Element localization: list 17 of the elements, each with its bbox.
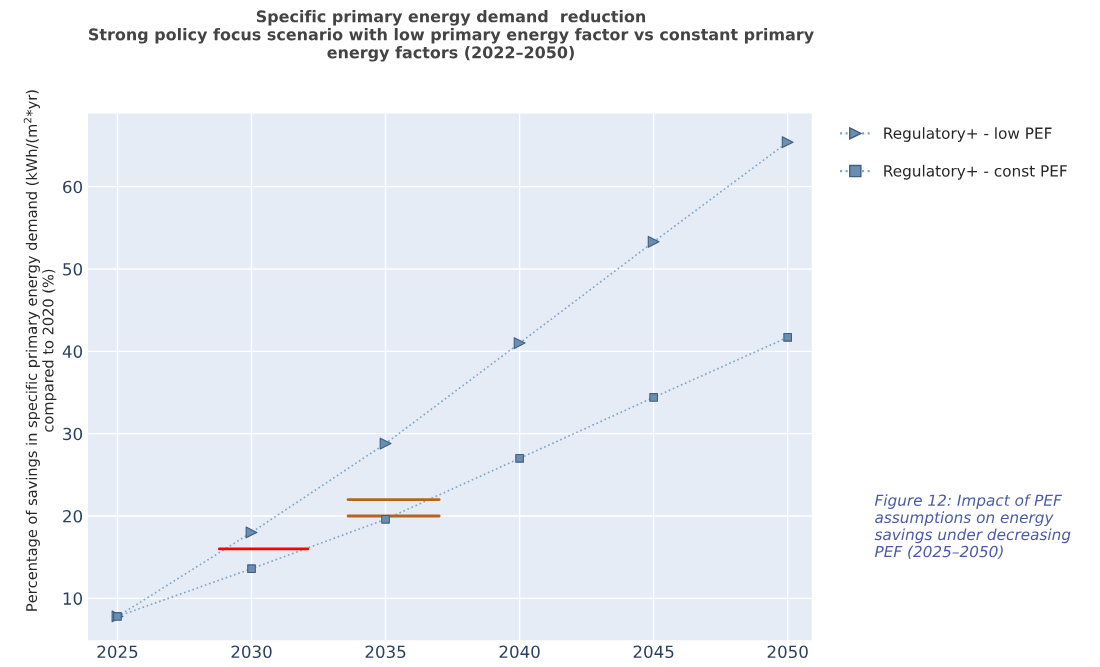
- x-tick-label: 2035: [365, 645, 406, 659]
- x-tick-label: 2045: [633, 645, 674, 659]
- x-tick-label: 2050: [767, 645, 808, 659]
- y-tick-label: 40: [62, 345, 83, 358]
- y-tick-label: 30: [63, 427, 83, 441]
- x-tick-label: 2040: [499, 645, 540, 659]
- chart-title: Specific primary energy demand reduction Strong policy focus scenario with low primary energy factor vs constant primary energy factors (2022–2050): [89, 10, 814, 62]
- y-tick-label: 60: [63, 180, 83, 194]
- y-tick-label: 20: [63, 509, 83, 523]
- legend-label: Regulatory+ - low PEF: [884, 127, 1052, 142]
- x-tick-label: 2025: [97, 645, 138, 659]
- y-tick-label: 50: [63, 262, 83, 276]
- x-tick-label: 2030: [231, 645, 272, 659]
- y-tick-label: 10: [63, 592, 83, 605]
- legend-label: Regulatory+ - const PEF: [884, 164, 1067, 180]
- caption: Figure 12: Impact of PEF assumptions on energy savings under decreasing PEF (2025–2050): [874, 494, 1071, 560]
- text: Percentage of savings in specific primary energy demand (kWh/(m$^{2}$*yr) compared to 2020 (%): [23, 90, 57, 611]
